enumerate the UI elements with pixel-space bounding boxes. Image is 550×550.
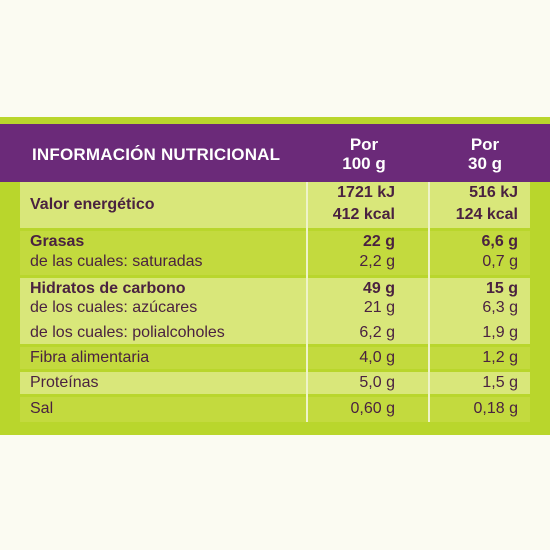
column-header-30g-line1: Por bbox=[470, 135, 500, 154]
carbs-label: Hidratos de carbono bbox=[30, 280, 186, 297]
saturated-label: de las cuales: saturadas bbox=[30, 253, 203, 270]
polyols-30g: 1,9 g bbox=[482, 324, 518, 341]
row-bg-fat bbox=[20, 231, 530, 275]
protein-100g: 5,0 g bbox=[359, 374, 395, 391]
row-bg-carbs bbox=[20, 278, 530, 344]
polyols-label: de los cuales: polialcoholes bbox=[30, 324, 225, 341]
protein-30g: 1,5 g bbox=[482, 374, 518, 391]
carbs-100g: 49 g bbox=[362, 280, 395, 297]
column-header-30g-line2: 30 g bbox=[467, 154, 503, 173]
fibre-label: Fibra alimentaria bbox=[30, 349, 150, 366]
column-divider-1 bbox=[306, 182, 308, 422]
row-bg-salt bbox=[20, 397, 530, 422]
energy-kcal-100g: 412 kcal bbox=[332, 206, 395, 223]
energy-kj-30g: 516 kJ bbox=[469, 184, 518, 201]
protein-label: Proteínas bbox=[30, 374, 99, 391]
fat-30g: 6,6 g bbox=[481, 233, 518, 250]
table-title: INFORMACIÓN NUTRICIONAL bbox=[32, 145, 281, 164]
table-header bbox=[0, 124, 550, 182]
column-header-30g: Por 30 g bbox=[445, 135, 525, 173]
salt-100g: 0,60 g bbox=[350, 400, 395, 417]
column-header-100g-line1: Por bbox=[349, 135, 379, 154]
salt-30g: 0,18 g bbox=[473, 400, 518, 417]
sugars-label: de los cuales: azúcares bbox=[30, 299, 198, 316]
sugars-100g: 21 g bbox=[363, 299, 395, 316]
fat-100g: 22 g bbox=[362, 233, 395, 250]
polyols-100g: 6,2 g bbox=[359, 324, 395, 341]
row-bg-energy bbox=[20, 182, 530, 228]
energy-label: Valor energético bbox=[30, 196, 155, 213]
fibre-100g: 4,0 g bbox=[359, 349, 395, 366]
row-bg-fibre bbox=[20, 347, 530, 369]
energy-kj-100g: 1721 kJ bbox=[337, 184, 395, 201]
carbs-30g: 15 g bbox=[485, 280, 518, 297]
column-divider-2 bbox=[428, 182, 430, 422]
column-header-100g-line2: 100 g bbox=[342, 154, 386, 173]
column-header-100g: Por 100 g bbox=[324, 135, 404, 173]
row-bg-protein bbox=[20, 372, 530, 394]
fat-label: Grasas bbox=[30, 233, 85, 250]
energy-kcal-30g: 124 kcal bbox=[455, 206, 518, 223]
saturated-30g: 0,7 g bbox=[482, 253, 518, 270]
sugars-30g: 6,3 g bbox=[482, 299, 518, 316]
fibre-30g: 1,2 g bbox=[482, 349, 518, 366]
salt-label: Sal bbox=[30, 400, 54, 417]
saturated-100g: 2,2 g bbox=[359, 253, 395, 270]
